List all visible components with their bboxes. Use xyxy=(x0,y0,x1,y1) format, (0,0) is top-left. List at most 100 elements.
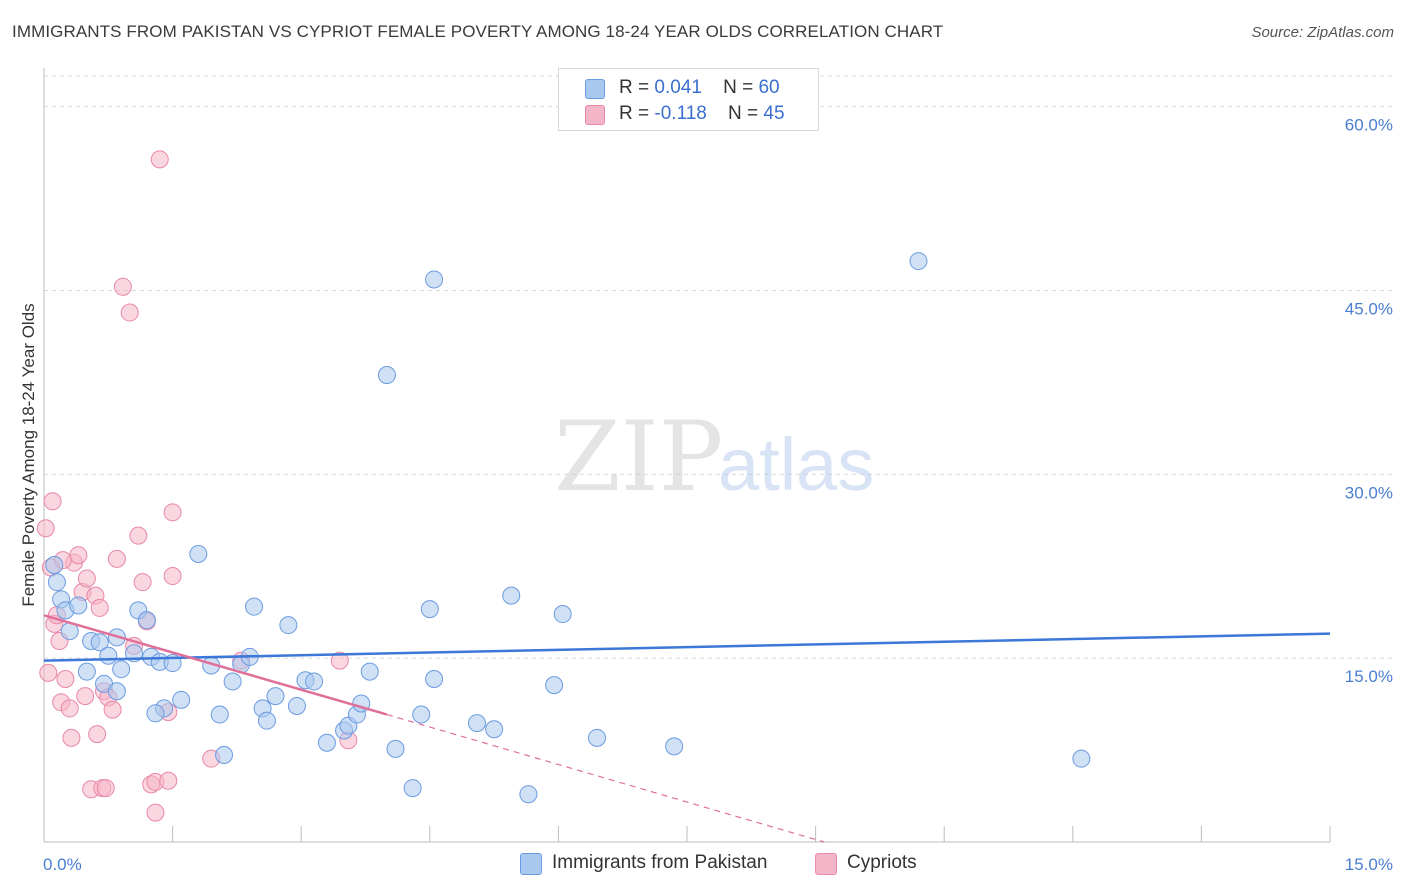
pakistan-point xyxy=(137,611,156,630)
x-tick-label: 0.0% xyxy=(43,855,82,874)
pakistan-point xyxy=(210,705,229,724)
correlation-legend: R = 0.041 N = 60 R = -0.118 N = 45 xyxy=(558,68,819,131)
watermark-atlas: atlas xyxy=(718,423,874,506)
watermark: ZIP atlas xyxy=(554,401,874,513)
pakistan-point xyxy=(45,556,64,575)
cypriots-point xyxy=(39,663,58,682)
y-tick-label: 30.0% xyxy=(1345,483,1393,502)
legend-n-label: N = xyxy=(727,103,759,124)
pakistan-point xyxy=(257,711,276,730)
y-axis-label: Female Poverty Among 18-24 Year Olds xyxy=(19,303,38,606)
watermark-zip: ZIP xyxy=(554,401,723,513)
cypriots-point xyxy=(163,503,182,522)
pakistan-point xyxy=(146,704,165,723)
pakistan-point xyxy=(99,646,118,665)
bottom-legend-swatch-pink xyxy=(815,853,837,875)
legend-n-value: 45 xyxy=(763,103,785,124)
cypriots-point xyxy=(103,700,122,719)
cypriots-trend-line xyxy=(43,614,388,716)
legend-text-pakistan: R = 0.041 N = 60 xyxy=(619,77,780,99)
x-tick-labels: 0.0% 15.0% xyxy=(43,855,1393,874)
cypriots-point xyxy=(69,546,88,565)
pakistan-point xyxy=(223,672,242,691)
pakistan-point xyxy=(386,739,405,758)
chart-title: IMMIGRANTS FROM PAKISTAN VS CYPRIOT FEMA… xyxy=(12,22,944,41)
pakistan-point xyxy=(420,600,439,619)
cypriots-point xyxy=(56,669,75,688)
bottom-legend-label-cypriots: Cypriots xyxy=(847,852,917,873)
cypriots-point xyxy=(36,519,55,538)
pakistan-point xyxy=(519,785,538,804)
y-tick-label: 45.0% xyxy=(1345,299,1393,318)
pakistan-point xyxy=(305,672,324,691)
grid-lines xyxy=(44,75,1392,659)
pakistan-point xyxy=(47,573,66,592)
pakistan-point xyxy=(245,597,264,616)
legend-n-label: N = xyxy=(723,77,754,98)
pakistan-point xyxy=(377,366,396,385)
cypriots-point xyxy=(146,803,165,822)
cypriots-point xyxy=(60,699,79,718)
pakistan-trend-line xyxy=(43,632,1331,662)
y-tick-label: 15.0% xyxy=(1345,667,1393,686)
pakistan-point xyxy=(502,586,521,605)
y-axis-label-group: Female Poverty Among 18-24 Year Olds xyxy=(19,303,38,606)
pakistan-point xyxy=(425,669,444,688)
pakistan-point xyxy=(425,270,444,289)
y-tick-label: 60.0% xyxy=(1345,116,1393,135)
legend-r-value: 0.041 xyxy=(654,77,702,98)
legend-swatch-blue xyxy=(585,79,605,99)
pakistan-point xyxy=(215,745,234,764)
cypriots-point xyxy=(330,651,349,670)
trend-lines xyxy=(43,614,1331,843)
pakistan-point xyxy=(287,696,306,715)
pakistan-point xyxy=(587,728,606,747)
axes xyxy=(43,68,1331,843)
pakistan-point xyxy=(266,687,285,706)
bottom-legend-label-pakistan: Immigrants from Pakistan xyxy=(552,852,768,873)
pakistan-point xyxy=(360,662,379,681)
legend-n-value: 60 xyxy=(758,77,780,98)
pakistan-point xyxy=(90,633,109,652)
cypriots-point xyxy=(150,150,169,169)
source-label: Source: ZipAtlas.com xyxy=(1251,24,1394,41)
pakistan-point xyxy=(467,714,486,733)
pakistan-point xyxy=(485,720,504,739)
pakistan-point xyxy=(412,705,431,724)
cypriots-point xyxy=(120,303,139,322)
pakistan-point xyxy=(172,690,191,709)
pakistan-point xyxy=(279,616,298,635)
y-tick-labels: 15.0% 30.0% 45.0% 60.0% xyxy=(1345,116,1393,687)
cypriots-point xyxy=(77,569,96,588)
cypriots-point xyxy=(163,567,182,586)
cypriots-point xyxy=(133,573,152,592)
pakistan-point xyxy=(909,252,928,271)
bottom-legend-swatch-blue xyxy=(520,853,542,875)
cypriots-point xyxy=(96,779,115,798)
legend-r-label: R = xyxy=(619,103,650,124)
cypriots-point xyxy=(76,687,95,706)
cypriots-point xyxy=(107,549,126,568)
pakistan-point xyxy=(553,605,572,624)
legend-text-cypriots: R = -0.118 N = 45 xyxy=(619,103,785,125)
cypriots-point xyxy=(129,526,148,545)
pakistan-point xyxy=(77,662,96,681)
legend-r-value: -0.118 xyxy=(654,103,707,124)
pakistan-point xyxy=(665,737,684,756)
cypriots-point xyxy=(90,598,109,617)
pakistan-point xyxy=(545,676,564,695)
x-tick-label: 15.0% xyxy=(1345,855,1393,874)
pakistan-point xyxy=(107,682,126,701)
pakistan-point xyxy=(189,544,208,563)
pakistan-points xyxy=(45,252,1091,804)
cypriots-point xyxy=(43,492,62,511)
pakistan-point xyxy=(69,596,88,615)
legend-r-label: R = xyxy=(619,77,650,98)
cypriots-trend-extension xyxy=(386,713,825,843)
cypriots-point xyxy=(88,725,107,744)
cypriots-point xyxy=(113,277,132,296)
cypriots-points xyxy=(36,150,358,822)
cypriots-point xyxy=(62,728,81,747)
legend-swatch-pink xyxy=(585,105,605,125)
